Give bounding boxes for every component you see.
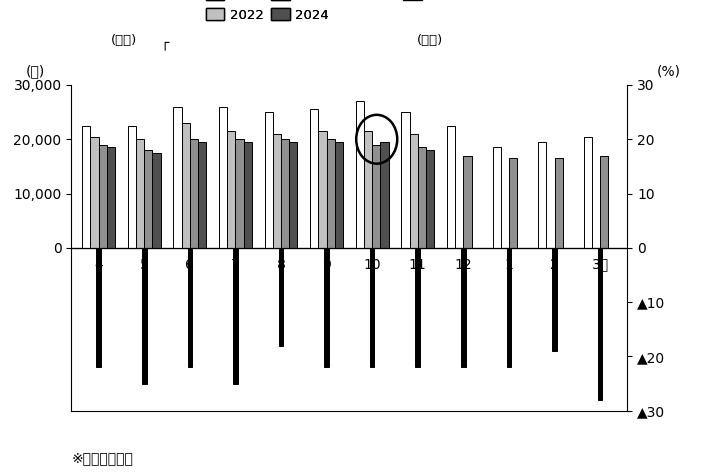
- Bar: [136, 139, 144, 248]
- Bar: [128, 126, 136, 248]
- Bar: [91, 136, 98, 248]
- Bar: [461, 248, 466, 367]
- Bar: [244, 142, 252, 248]
- Bar: [96, 248, 101, 367]
- Bar: [418, 147, 426, 248]
- Text: (左軸): (左軸): [111, 34, 137, 47]
- Bar: [370, 248, 374, 367]
- Bar: [144, 150, 153, 248]
- Bar: [273, 134, 281, 248]
- Text: ┌: ┌: [160, 36, 169, 51]
- Bar: [372, 144, 380, 248]
- Bar: [233, 248, 237, 383]
- Bar: [324, 248, 329, 367]
- Bar: [107, 147, 115, 248]
- Bar: [188, 248, 192, 367]
- Bar: [463, 156, 471, 248]
- Bar: [227, 131, 235, 248]
- Bar: [538, 142, 546, 248]
- Bar: [509, 158, 517, 248]
- Bar: [380, 142, 389, 248]
- Bar: [600, 156, 608, 248]
- Bar: [447, 126, 455, 248]
- Bar: [356, 101, 364, 248]
- Legend: 2021, 2022, 2023, 2024: 2021, 2022, 2023, 2024: [206, 0, 329, 22]
- Text: ※住宅着工統計: ※住宅着工統計: [71, 452, 133, 465]
- Text: (戸): (戸): [26, 65, 45, 78]
- Bar: [401, 112, 409, 248]
- Bar: [235, 139, 244, 248]
- Bar: [173, 107, 182, 248]
- Bar: [279, 248, 283, 346]
- Legend: 3年前比: 3年前比: [404, 0, 459, 1]
- Bar: [182, 123, 190, 248]
- Bar: [82, 126, 91, 248]
- Bar: [335, 142, 343, 248]
- Bar: [153, 153, 160, 248]
- Bar: [310, 110, 319, 248]
- Bar: [584, 136, 592, 248]
- Bar: [265, 112, 273, 248]
- Bar: [507, 248, 511, 367]
- Bar: [98, 144, 107, 248]
- Bar: [219, 107, 227, 248]
- Text: (右軸): (右軸): [417, 34, 443, 47]
- Bar: [409, 134, 418, 248]
- Bar: [198, 142, 206, 248]
- Bar: [281, 139, 289, 248]
- Bar: [289, 142, 297, 248]
- Bar: [190, 139, 198, 248]
- Bar: [319, 131, 327, 248]
- Bar: [555, 158, 563, 248]
- Bar: [426, 150, 434, 248]
- Bar: [416, 248, 420, 367]
- Bar: [553, 248, 557, 351]
- Text: (%): (%): [657, 65, 681, 78]
- Bar: [142, 248, 146, 383]
- Bar: [327, 139, 335, 248]
- Bar: [364, 131, 372, 248]
- Bar: [493, 147, 501, 248]
- Bar: [597, 248, 602, 400]
